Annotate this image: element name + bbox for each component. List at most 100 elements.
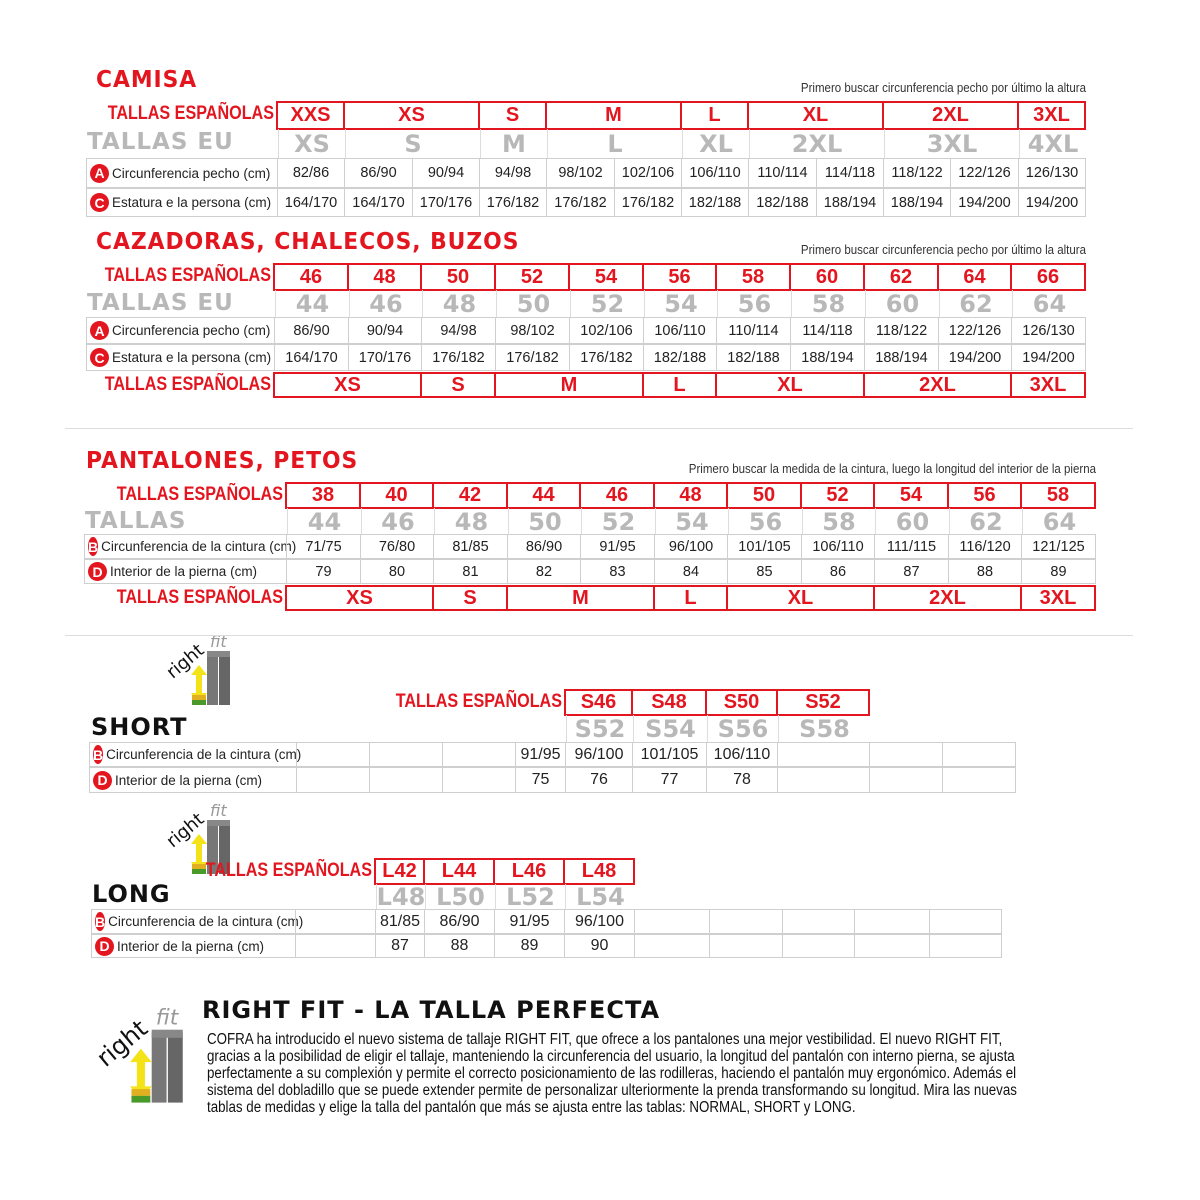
measure-value: 164/170 xyxy=(344,188,413,217)
measure-value xyxy=(442,742,516,767)
measure-label: B Circunferencia de la cintura (cm) xyxy=(91,909,303,934)
measure-value xyxy=(296,767,370,793)
spanish-size-cell: 60 xyxy=(789,263,865,291)
eu-size-cell: 52 xyxy=(570,290,644,318)
eu-size-cell: L52 xyxy=(495,883,565,911)
spanish-size-cell: 64 xyxy=(937,263,1012,291)
measure-value: 77 xyxy=(632,767,707,793)
measure-value: 188/194 xyxy=(864,344,939,371)
measure-value: 76/80 xyxy=(360,534,434,559)
badge-a-icon: A xyxy=(90,163,109,183)
eu-size-cell: 56 xyxy=(717,290,791,318)
spanish-size-group: XS xyxy=(273,372,422,398)
eu-size-cell: S54 xyxy=(633,715,707,743)
measure-value xyxy=(777,767,870,793)
measure-value: 86/90 xyxy=(344,158,413,188)
section-title: SHORT xyxy=(91,713,188,741)
measure-value: 91/95 xyxy=(515,742,566,767)
measure-label: A Circunferencia pecho (cm) xyxy=(86,317,275,344)
measure-value: 182/188 xyxy=(716,344,791,371)
rightfit-description: COFRA ha introducido el nuevo sistema de… xyxy=(207,1031,1149,1116)
eu-sizes-label: TALLAS EU xyxy=(87,290,234,316)
measure-value: 86 xyxy=(801,559,875,584)
eu-size-cell: 58 xyxy=(802,508,875,536)
measure-value: 170/176 xyxy=(412,188,480,217)
spanish-sizes-label: TALLAS ESPAÑOLAS xyxy=(395,691,562,712)
measure-value: 90/94 xyxy=(348,317,422,344)
measure-label: C Estatura e la persona (cm) xyxy=(86,344,275,371)
section-note: Primero buscar la medida de la cintura, … xyxy=(688,462,1096,476)
paragraph-line: tablas de medidas y elige la talla del p… xyxy=(207,1099,856,1116)
measure-value xyxy=(942,742,1016,767)
measure-value xyxy=(929,909,1002,934)
measure-value xyxy=(296,742,370,767)
measure-value xyxy=(929,934,1002,958)
measure-value: 90 xyxy=(564,934,635,958)
measure-label: C Estatura e la persona (cm) xyxy=(86,188,278,217)
spanish-size-group: L xyxy=(653,585,728,611)
measure-value: 89 xyxy=(1021,559,1096,584)
eu-size-cell: L54 xyxy=(565,883,635,911)
measure-value xyxy=(709,934,783,958)
eu-size-cell: 64 xyxy=(1012,290,1086,318)
measure-value: 84 xyxy=(654,559,728,584)
measure-value: 96/100 xyxy=(565,742,633,767)
measure-value xyxy=(854,934,930,958)
measure-value: 98/102 xyxy=(495,317,570,344)
measure-value: 86/90 xyxy=(424,909,495,934)
measure-value: 182/188 xyxy=(748,188,817,217)
spanish-size-cell: 38 xyxy=(285,482,361,509)
eu-size-cell: L xyxy=(547,129,682,159)
spanish-size-cell: L42 xyxy=(374,858,425,885)
spanish-size-cell: 58 xyxy=(1020,482,1096,509)
measure-value xyxy=(295,909,376,934)
measure-value: 188/194 xyxy=(790,344,865,371)
rightfit-title: RIGHT FIT - LA TALLA PERFECTA xyxy=(202,996,661,1024)
measure-value xyxy=(942,767,1016,793)
measure-value xyxy=(782,909,855,934)
spanish-size-cell: 50 xyxy=(420,263,496,291)
divider xyxy=(65,428,1133,429)
eu-size-cell: 62 xyxy=(939,290,1012,318)
measure-value: 94/98 xyxy=(421,317,496,344)
measure-value: 182/188 xyxy=(681,188,749,217)
measure-label: B Circunferencia de la cintura (cm) xyxy=(84,534,296,559)
measure-value: 81 xyxy=(433,559,508,584)
eu-size-cell: 54 xyxy=(644,290,717,318)
eu-sizes-label: TALLAS EU xyxy=(87,129,234,155)
measure-value: 194/200 xyxy=(1011,344,1086,371)
spanish-size-cell: L48 xyxy=(563,858,635,885)
badge-c-icon: C xyxy=(90,348,109,367)
badge-d-icon: D xyxy=(95,936,114,956)
measure-value: 118/122 xyxy=(864,317,939,344)
measure-value: 114/118 xyxy=(790,317,865,344)
spanish-size-group: L xyxy=(642,372,717,398)
measure-value: 176/182 xyxy=(495,344,570,371)
measure-value: 121/125 xyxy=(1021,534,1096,559)
measure-label: A Circunferencia pecho (cm) xyxy=(86,158,278,188)
spanish-size-cell: S52 xyxy=(776,689,870,716)
measure-value: 80 xyxy=(360,559,434,584)
spanish-size-cell: 48 xyxy=(653,482,728,509)
rightfit-logo: right fit xyxy=(162,798,245,878)
measure-value: 194/200 xyxy=(938,344,1012,371)
eu-size-cell: 54 xyxy=(655,508,728,536)
eu-size-cell: S58 xyxy=(778,715,870,743)
measure-value: 110/114 xyxy=(748,158,817,188)
spanish-sizes-label: TALLAS ESPAÑOLAS xyxy=(205,860,372,881)
measure-value: 116/120 xyxy=(948,534,1022,559)
badge-b-icon: B xyxy=(95,912,106,931)
spanish-size-group: M xyxy=(494,372,644,398)
spanish-sizes-label: TALLAS ESPAÑOLAS xyxy=(104,374,271,395)
svg-text:fit: fit xyxy=(210,801,227,820)
measure-value: 106/110 xyxy=(706,742,778,767)
spanish-size-cell: L46 xyxy=(493,858,565,885)
measure-value: 106/110 xyxy=(681,158,749,188)
measure-value: 94/98 xyxy=(479,158,547,188)
eu-size-cell: S56 xyxy=(707,715,778,743)
spanish-size-group: 2XL xyxy=(863,372,1012,398)
rightfit-logo: right fit xyxy=(91,1000,203,1108)
eu-size-cell: S52 xyxy=(566,715,633,743)
spanish-size-cell: 62 xyxy=(863,263,939,291)
eu-size-cell: 3XL xyxy=(884,129,1019,159)
